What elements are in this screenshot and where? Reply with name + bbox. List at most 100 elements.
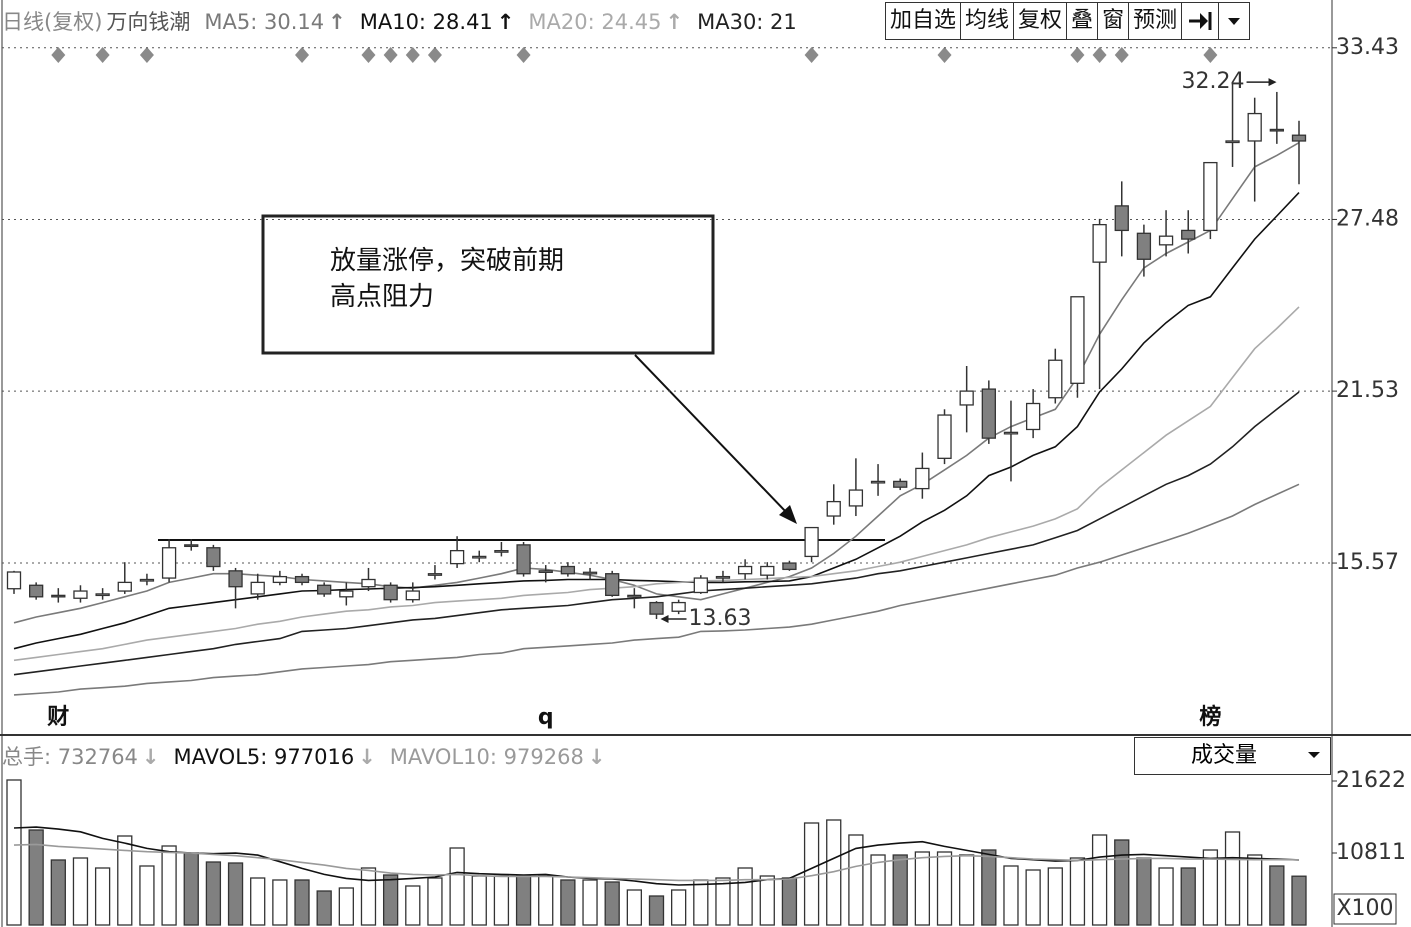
- volume-bar: [848, 834, 864, 926]
- legend-arrow: ↑: [665, 10, 684, 34]
- volume-bar: [161, 845, 177, 926]
- toolbar-button[interactable]: 窗: [1097, 2, 1130, 40]
- candle-body: [1269, 128, 1284, 132]
- toolbar-button[interactable]: 加自选: [885, 2, 962, 40]
- volume-bar: [693, 879, 709, 926]
- legend-arrow: ↑: [496, 10, 515, 34]
- toolbar-button[interactable]: 复权: [1013, 2, 1068, 40]
- volume-bar: [183, 852, 199, 926]
- y-tick-label: 33.43: [1336, 35, 1399, 60]
- max-arrowhead: [1268, 78, 1277, 87]
- volume-bar: [28, 829, 44, 926]
- y-tick-label: 21622: [1336, 768, 1406, 793]
- volume-bar: [1047, 867, 1063, 926]
- toolbar-button[interactable]: 均线: [960, 2, 1015, 40]
- annotation-box: [261, 214, 715, 355]
- volume-bar: [803, 822, 820, 926]
- legend-title: 总手: 732764: [2, 745, 138, 769]
- volume-bar: [626, 889, 642, 926]
- event-marker: [405, 47, 420, 63]
- volume-bar: [72, 857, 89, 926]
- candle-body: [915, 467, 930, 490]
- candle-body: [582, 571, 598, 575]
- candle-body: [870, 480, 886, 484]
- toolbar-dropdown[interactable]: [1218, 2, 1251, 40]
- volume-bar: [405, 885, 421, 926]
- icon: [1308, 752, 1320, 758]
- volume-bar: [1291, 875, 1307, 926]
- volume-bar: [449, 847, 465, 926]
- toolbar-button[interactable]: 预测: [1128, 2, 1183, 40]
- toolbar-icon-button[interactable]: [1181, 2, 1220, 40]
- volume-bar: [1003, 865, 1019, 926]
- ma-line: [13, 843, 1300, 882]
- x-category-label: 榜: [1199, 704, 1221, 730]
- ma-line: [13, 826, 1300, 886]
- annotation-text: 高点阻力: [330, 282, 434, 312]
- candle-body: [1070, 296, 1085, 384]
- unit-box: [1333, 893, 1397, 925]
- volume-bar: [1247, 854, 1263, 926]
- volume-bar: [936, 851, 953, 926]
- volume-bar: [316, 890, 332, 926]
- candle-body: [1247, 112, 1262, 142]
- volume-bar: [360, 867, 377, 926]
- candle-body: [826, 500, 841, 517]
- volume-bar: [471, 875, 487, 926]
- volume-bar: [759, 875, 775, 926]
- y-tick-label: 21.53: [1336, 378, 1399, 403]
- volume-bar: [870, 854, 886, 926]
- candle-body: [472, 555, 487, 559]
- candle-body: [317, 584, 332, 595]
- volume-bar: [382, 874, 399, 926]
- legend-subtitle: 万向钱潮: [106, 10, 191, 34]
- event-marker: [1092, 47, 1107, 63]
- volume-bar: [1180, 867, 1196, 926]
- candle-body: [405, 590, 420, 601]
- volume-bar: [560, 879, 576, 926]
- event-marker: [51, 47, 66, 63]
- candle-body: [161, 547, 177, 579]
- x-category-label: q: [538, 705, 554, 730]
- legend-entry: MAVOL10: 979268: [389, 745, 584, 769]
- toolbar-button[interactable]: 叠: [1066, 2, 1099, 40]
- candle-body: [250, 581, 265, 595]
- legend-entry: MAVOL5: 977016: [173, 745, 355, 769]
- volume-bar: [338, 887, 354, 926]
- event-marker: [516, 47, 531, 63]
- volume-bar: [1202, 849, 1219, 926]
- volume-bar: [737, 867, 753, 926]
- event-marker: [1114, 47, 1129, 63]
- candle-body: [228, 570, 243, 588]
- volume-bar: [272, 879, 288, 926]
- ma-line: [13, 192, 1300, 650]
- volume-bar: [515, 875, 532, 926]
- candle-body: [95, 593, 110, 597]
- volume-bar: [205, 861, 222, 926]
- volume-bar: [582, 879, 598, 926]
- event-marker: [95, 47, 110, 63]
- candle-body: [937, 414, 952, 459]
- legend-arrow: ↓: [141, 745, 160, 769]
- volume-bar: [117, 835, 133, 926]
- ma-line: [13, 142, 1300, 624]
- legend-arrow: ↓: [358, 745, 376, 769]
- candle-body: [51, 594, 66, 598]
- x-category-label: 财: [47, 705, 69, 730]
- y-tick-label: 10811: [1336, 840, 1406, 865]
- price-legend: 日线(复权) 万向钱潮 MA5: 30.14 ↑ MA10: 28.41 ↑ MA20: 2…: [2, 2, 884, 42]
- volume-bar: [604, 881, 620, 926]
- volume-bar: [50, 859, 66, 926]
- candle-body: [73, 590, 88, 599]
- candle-body: [715, 575, 731, 579]
- volume-bar: [1224, 831, 1241, 926]
- candle-body: [1225, 140, 1240, 144]
- candle-body: [627, 594, 642, 598]
- event-marker: [427, 47, 442, 63]
- volume-bar: [1136, 857, 1152, 926]
- volume-bar: [94, 867, 111, 926]
- event-marker: [937, 47, 952, 63]
- indicator-select[interactable]: 成交量: [1134, 737, 1331, 775]
- candle-body: [649, 601, 664, 615]
